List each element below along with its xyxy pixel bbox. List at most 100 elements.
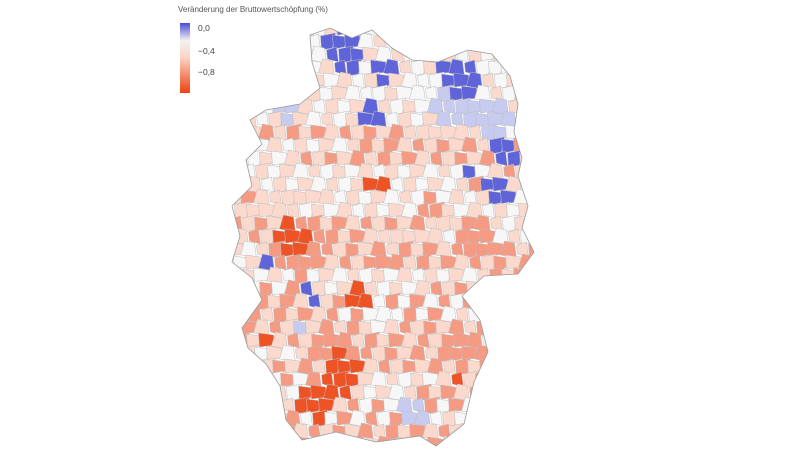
district-region: [234, 71, 250, 90]
district-region: [287, 72, 300, 89]
district-region: [232, 396, 245, 415]
district-region: [526, 85, 534, 101]
district-region: [526, 345, 534, 361]
district-region: [487, 371, 505, 387]
district-region: [469, 124, 482, 141]
district-region: [365, 280, 378, 297]
district-region: [430, 150, 443, 167]
district-region: [526, 396, 534, 415]
district-region: [332, 294, 348, 310]
district-region: [267, 424, 283, 440]
district-region: [500, 370, 517, 389]
district-region: [479, 279, 496, 298]
district-region: [526, 136, 534, 155]
district-region: [232, 162, 244, 181]
district-region: [350, 437, 366, 446]
district-region: [258, 72, 276, 88]
district-region: [518, 332, 534, 348]
district-region: [245, 45, 262, 64]
district-region: [462, 34, 478, 50]
district-region: [247, 28, 263, 38]
district-region: [232, 436, 250, 446]
district-region: [506, 203, 522, 219]
district-region: [487, 292, 504, 311]
district-region: [533, 435, 534, 446]
district-region: [450, 32, 466, 51]
district-region: [415, 47, 431, 63]
district-region: [266, 396, 283, 415]
district-region: [449, 346, 465, 362]
district-region: [273, 45, 289, 64]
district-region: [449, 216, 465, 232]
district-region: [488, 190, 504, 206]
district-region: [280, 112, 296, 128]
district-region: [428, 255, 444, 271]
district-region: [300, 280, 313, 297]
district-region: [519, 411, 534, 427]
district-region: [475, 372, 491, 388]
district-region: [440, 435, 457, 446]
district-region: [477, 397, 490, 414]
district-region: [518, 123, 534, 142]
district-region: [404, 384, 417, 401]
district-region: [521, 306, 534, 323]
district-region: [232, 85, 243, 102]
district-region: [516, 111, 529, 128]
district-region: [449, 86, 465, 102]
district-region: [319, 86, 335, 102]
district-region: [531, 410, 534, 426]
district-region: [520, 227, 534, 246]
district-region: [259, 28, 275, 37]
district-region: [531, 71, 534, 90]
district-region: [365, 410, 378, 427]
district-region: [404, 124, 417, 141]
district-region: [401, 28, 419, 36]
district-region: [232, 345, 243, 362]
district-region: [417, 332, 430, 349]
district-region: [508, 228, 521, 245]
district-region: [547, 73, 559, 88]
district-region: [266, 85, 284, 101]
district-region: [521, 176, 534, 193]
district-region: [438, 33, 451, 50]
district-region: [541, 319, 556, 336]
district-region: [480, 437, 496, 446]
district-region: [539, 85, 555, 102]
district-region: [492, 357, 509, 376]
district-region: [527, 164, 534, 180]
district-region: [513, 137, 531, 153]
district-region: [267, 34, 283, 50]
district-region: [267, 164, 283, 180]
district-region: [326, 46, 339, 63]
district-region: [417, 72, 430, 89]
district-region: [529, 319, 534, 336]
district-region: [519, 28, 534, 37]
district-region: [391, 306, 404, 323]
district-region: [389, 28, 405, 37]
district-region: [546, 254, 561, 271]
district-region: [533, 305, 534, 324]
district-region: [298, 255, 314, 271]
district-region: [527, 34, 534, 50]
district-region: [546, 124, 561, 141]
district-region: [404, 254, 417, 271]
district-region: [531, 280, 534, 296]
district-region: [358, 190, 374, 206]
district-region: [376, 203, 392, 219]
district-region: [430, 410, 443, 427]
district-region: [259, 411, 275, 427]
legend-title: Veränderung der Bruttowertschöpfung (%): [178, 5, 328, 14]
district-region: [248, 228, 261, 245]
map-legend: Veränderung der Bruttowertschöpfung (%) …: [178, 5, 328, 93]
district-region: [246, 333, 262, 349]
district-region: [540, 243, 555, 257]
district-region: [479, 28, 496, 38]
district-region: [271, 71, 288, 90]
district-region: [332, 164, 348, 180]
district-region: [319, 346, 335, 362]
district-region: [436, 138, 452, 154]
district-region: [300, 410, 313, 427]
district-region: [531, 331, 534, 350]
district-region: [285, 437, 301, 446]
